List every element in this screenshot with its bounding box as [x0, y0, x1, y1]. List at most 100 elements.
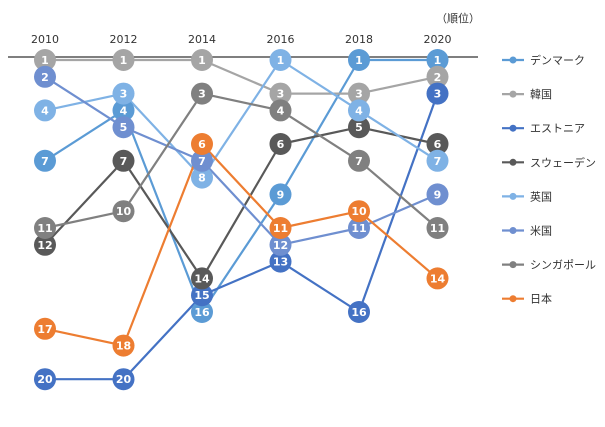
- rank-marker: [348, 217, 370, 239]
- rank-value-label: 14: [430, 272, 446, 285]
- rank-point: 7: [191, 149, 213, 172]
- rank-marker: [191, 133, 213, 155]
- rank-value-label: 17: [37, 323, 52, 336]
- rank-point: 17: [34, 317, 56, 340]
- rank-marker: [348, 82, 370, 105]
- rank-point: 4: [269, 99, 292, 122]
- rank-point: 7: [112, 149, 135, 172]
- x-tick-label: 2020: [424, 33, 452, 46]
- series-line: [44, 126, 438, 280]
- rank-value-label: 16: [351, 306, 367, 319]
- rank-value-label: 2: [434, 71, 442, 84]
- x-axis: 2010 2012 2014 2016 2018 2020: [8, 33, 478, 61]
- rank-point: 6: [191, 133, 213, 155]
- rank-marker: [112, 116, 135, 139]
- rank-marker: [112, 99, 135, 122]
- rank-marker: [426, 217, 449, 239]
- rank-value-label: 1: [355, 54, 363, 67]
- legend-label: デンマーク: [530, 53, 585, 67]
- rank-marker: [348, 301, 370, 323]
- rank-point: 11: [34, 217, 56, 239]
- rank-marker: [348, 49, 370, 71]
- rank-value-label: 15: [194, 289, 209, 302]
- legend-swatch-marker: [509, 295, 517, 303]
- legend-item: 米国: [502, 225, 552, 238]
- rank-point: 1: [191, 49, 213, 71]
- legend-swatch-marker: [509, 227, 517, 234]
- legend-swatch-marker: [509, 124, 517, 132]
- rank-point: 6: [269, 133, 292, 155]
- rank-value-label: 7: [434, 155, 442, 168]
- rank-point: 16: [191, 301, 213, 323]
- rank-point: 6: [426, 133, 449, 155]
- rank-point: 10: [348, 200, 370, 223]
- rank-marker: [112, 334, 135, 357]
- rank-point: 3: [348, 82, 370, 105]
- rank-value-label: 5: [355, 121, 363, 134]
- rank-value-label: 6: [198, 138, 206, 151]
- rank-marker: [112, 200, 135, 223]
- rank-value-label: 6: [277, 138, 285, 151]
- rank-point: 7: [34, 149, 56, 172]
- legend-label: スウェーデン: [530, 155, 596, 169]
- rank-point: 14: [191, 267, 213, 290]
- rank-point: 18: [112, 334, 135, 357]
- legend-swatch-marker: [509, 261, 517, 269]
- rank-marker: [191, 149, 213, 172]
- x-tick-label: 2016: [267, 33, 295, 46]
- rank-marker: [34, 217, 56, 239]
- rank-point: 3: [112, 82, 135, 105]
- rank-marker: [269, 133, 292, 155]
- rank-value-label: 20: [37, 373, 53, 386]
- legend-label: 日本: [530, 292, 552, 306]
- rank-value-label: 4: [277, 104, 285, 117]
- rank-marker: [269, 82, 292, 105]
- legend-swatch-marker: [509, 56, 517, 64]
- rank-point: 11: [348, 217, 370, 239]
- rank-point: 1: [426, 49, 449, 71]
- rank-unit-label: （順位）: [436, 11, 480, 25]
- series-line: [45, 58, 438, 95]
- rank-marker: [34, 317, 56, 340]
- legend-label: エストニア: [530, 122, 585, 135]
- legend-swatch-marker: [509, 192, 517, 200]
- rank-value-label: 6: [434, 138, 442, 151]
- rank-point: 4: [112, 99, 135, 122]
- rank-marker: [34, 99, 56, 122]
- rank-value-label: 5: [120, 121, 128, 134]
- rank-point: 13: [269, 250, 292, 273]
- series-line: [44, 92, 439, 230]
- rank-point: 4: [34, 99, 56, 122]
- rank-marker: [34, 49, 56, 71]
- rank-value-label: 1: [120, 54, 128, 67]
- rank-point: 3: [269, 82, 292, 105]
- rank-marker: [112, 368, 135, 391]
- rank-value-label: 14: [194, 272, 210, 285]
- rank-marker: [34, 65, 56, 88]
- rank-point: 9: [426, 183, 449, 206]
- rank-point: 15: [191, 284, 213, 307]
- rank-point: 12: [269, 233, 292, 256]
- legend-label: 米国: [530, 225, 552, 238]
- rank-value-label: 20: [116, 373, 132, 386]
- rank-marker: [112, 82, 135, 105]
- rank-marker: [269, 217, 292, 239]
- legend-item: 英国: [502, 189, 552, 203]
- rank-marker: [34, 233, 56, 256]
- legend-item: エストニア: [502, 122, 585, 135]
- rank-marker: [269, 233, 292, 256]
- rank-point: 1: [112, 49, 135, 71]
- rank-marker: [191, 267, 213, 290]
- rank-point: 7: [348, 149, 370, 172]
- legend-swatch-marker: [509, 90, 517, 98]
- rank-point: 7: [426, 149, 449, 172]
- rank-point: 5: [112, 116, 135, 139]
- rank-value-label: 16: [194, 306, 210, 319]
- rank-marker: [269, 49, 292, 71]
- rank-marker: [426, 183, 449, 206]
- rank-marker: [269, 250, 292, 273]
- rank-value-label: 11: [37, 222, 52, 235]
